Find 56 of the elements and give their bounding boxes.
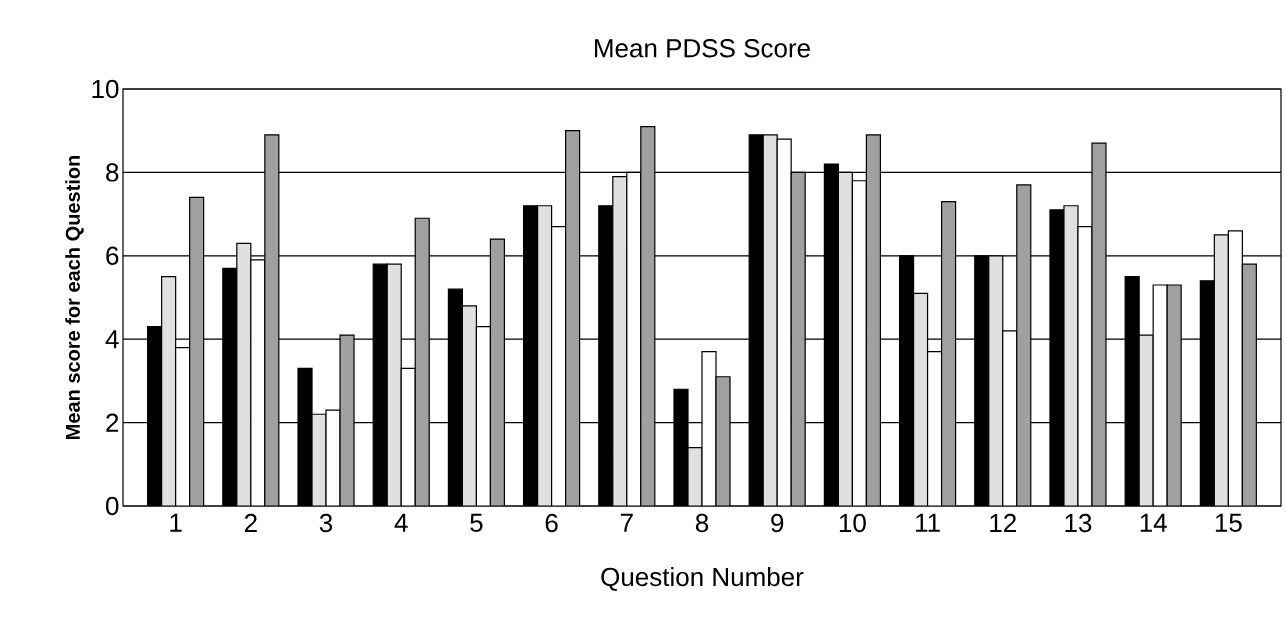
x-tick-label: 6 xyxy=(545,513,558,533)
x-tick-label: 9 xyxy=(771,513,784,533)
x-tick-label: 14 xyxy=(1140,513,1167,532)
bar xyxy=(236,242,252,506)
bar xyxy=(400,367,416,506)
x-tick-label: 10 xyxy=(839,513,866,533)
bar xyxy=(489,238,506,506)
bar xyxy=(912,292,929,506)
bar xyxy=(865,134,881,506)
bar xyxy=(940,200,957,506)
bar xyxy=(1138,334,1154,506)
bar xyxy=(1016,184,1032,506)
bar xyxy=(565,130,581,506)
y-tick-label: 6 xyxy=(106,246,119,265)
bar xyxy=(1166,284,1182,506)
bar xyxy=(790,171,806,506)
x-tick-label: 7 xyxy=(620,513,633,532)
bar xyxy=(414,217,430,506)
y-tick-label: 10 xyxy=(92,79,119,99)
bar xyxy=(1002,330,1018,506)
bar xyxy=(640,125,656,506)
x-tick-label: 4 xyxy=(394,513,408,532)
bar xyxy=(762,134,778,506)
bar xyxy=(926,351,943,506)
bar xyxy=(386,263,402,506)
bar xyxy=(461,305,478,506)
x-tick-label: 12 xyxy=(990,513,1016,532)
y-tick-label: 2 xyxy=(106,413,119,432)
bar xyxy=(175,346,191,506)
x-tick-label: 11 xyxy=(916,513,940,532)
x-tick-label: 1 xyxy=(170,513,182,532)
bar xyxy=(612,175,628,506)
bar xyxy=(250,259,266,506)
bar xyxy=(551,226,567,506)
bar xyxy=(189,196,205,506)
x-tick-label: 2 xyxy=(244,513,257,532)
x-tick-label: 3 xyxy=(319,513,333,533)
bar xyxy=(851,180,867,506)
bar xyxy=(988,255,1004,506)
y-tick-label: 4 xyxy=(105,330,119,349)
y-tick-label: 8 xyxy=(106,163,119,182)
bar xyxy=(1213,234,1229,506)
x-tick-label: 8 xyxy=(695,513,709,533)
y-tick-label: 0 xyxy=(106,496,119,516)
x-tick-label: 5 xyxy=(470,513,483,532)
x-tick-label: 13 xyxy=(1065,513,1092,533)
chart-title: Mean PDSS Score xyxy=(595,39,810,58)
y-axis-title: Mean score for each Question xyxy=(65,155,84,439)
bar xyxy=(264,134,280,506)
x-tick-label: 15 xyxy=(1215,513,1242,532)
bar xyxy=(1241,263,1257,506)
bar xyxy=(537,205,553,506)
bar xyxy=(776,138,792,506)
bar xyxy=(837,171,853,506)
x-axis-title: Question Number xyxy=(601,567,804,591)
bar xyxy=(161,276,177,506)
